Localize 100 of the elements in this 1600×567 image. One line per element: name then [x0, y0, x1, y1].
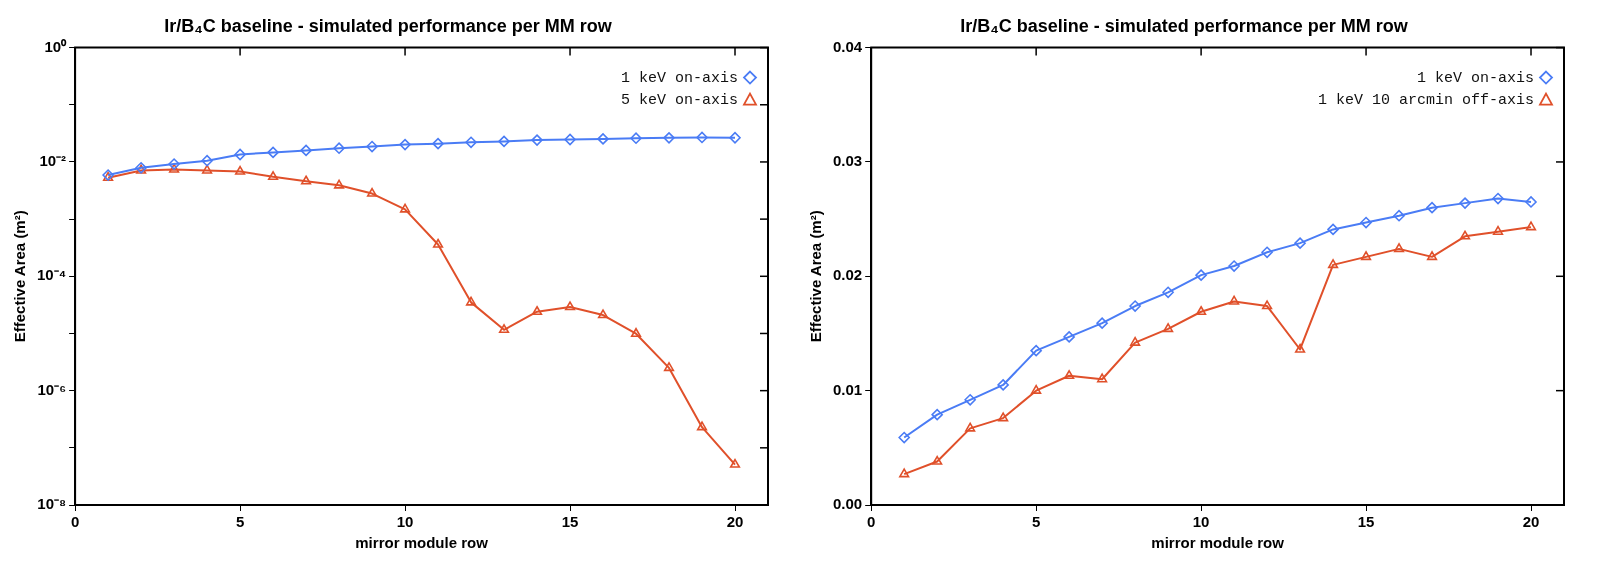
point [1129, 336, 1141, 346]
point [965, 422, 976, 432]
point [465, 136, 477, 149]
point [1393, 209, 1405, 222]
x-tick-label: 10 [396, 513, 414, 531]
point [1492, 192, 1504, 205]
legend-label: 5 keV on-axis [620, 91, 738, 109]
point [932, 455, 943, 465]
point [1129, 300, 1141, 312]
point [531, 305, 543, 316]
point [663, 362, 675, 372]
x-tick-label: 10 [1192, 513, 1210, 531]
y-tick-label: 10⁻² [39, 152, 67, 170]
y-tick-label: 0.03 [832, 152, 863, 170]
point [997, 379, 1009, 391]
point [729, 131, 741, 144]
point [1063, 331, 1075, 343]
point [498, 135, 510, 148]
point [300, 144, 312, 157]
point [333, 179, 345, 189]
y-tick-label: 10⁰ [44, 37, 68, 55]
point [366, 187, 378, 197]
x-tick-label: 20 [726, 513, 744, 531]
point [1525, 221, 1537, 231]
x-tick-label: 5 [235, 513, 245, 531]
point [168, 163, 180, 173]
point [898, 431, 910, 444]
point [1426, 251, 1438, 261]
x-axis-title: mirror module row [355, 534, 489, 552]
point [465, 296, 477, 306]
point [630, 132, 642, 145]
point [1327, 223, 1339, 236]
point [1360, 251, 1372, 261]
x-tick-label: 5 [1031, 513, 1041, 531]
point [564, 301, 576, 311]
point [1426, 201, 1438, 214]
point [432, 238, 444, 248]
x-tick-label: 20 [1522, 513, 1540, 531]
point [531, 134, 543, 146]
legend-label: 1 keV on-axis [620, 69, 738, 87]
point [1064, 369, 1075, 380]
x-tick-label: 0 [70, 513, 80, 531]
point [1195, 269, 1207, 281]
point [1031, 384, 1042, 394]
point [1459, 197, 1471, 209]
point [201, 164, 213, 174]
point [234, 148, 246, 161]
y-tick-label: 10⁻⁶ [37, 380, 67, 398]
point [300, 175, 312, 185]
point [1162, 286, 1174, 299]
point [1228, 295, 1240, 305]
y-tick-label: 10⁻⁸ [37, 495, 67, 513]
y-tick-label: 0.02 [832, 266, 863, 284]
point [168, 158, 180, 170]
point [333, 142, 345, 154]
point [1261, 300, 1273, 310]
point [1327, 259, 1339, 269]
point [1030, 344, 1042, 357]
chart-title: Ir/B₄C baseline - simulated performance per MM row [960, 15, 1409, 36]
point [1097, 373, 1108, 383]
x-tick-label: 0 [867, 513, 876, 531]
point [964, 394, 976, 406]
point [998, 412, 1009, 422]
y-tick-label: 0.01 [832, 380, 863, 398]
point [399, 203, 411, 213]
point [597, 309, 609, 319]
point [1360, 216, 1372, 229]
point [399, 138, 411, 151]
point [267, 171, 279, 181]
point [1294, 343, 1306, 353]
point [696, 421, 708, 431]
point [1492, 225, 1504, 235]
x-axis-title: mirror module row [1151, 534, 1285, 552]
point [597, 133, 609, 145]
point [267, 146, 279, 159]
y-axis-title: Effective Area (m²) [807, 210, 825, 343]
point [366, 140, 378, 153]
point [1228, 260, 1240, 272]
chart-title: Ir/B₄C baseline - simulated performance per MM row [164, 15, 613, 36]
legend-label: 1 keV 10 arcmin off-axis [1317, 91, 1534, 109]
y-tick-label: 0.00 [832, 495, 863, 513]
x-tick-label: 15 [561, 513, 579, 531]
point [1459, 230, 1471, 240]
point [564, 133, 576, 146]
point [630, 327, 642, 338]
point [663, 132, 675, 144]
point [1525, 196, 1537, 208]
y-tick-label: 10⁻⁴ [36, 266, 67, 284]
point [1393, 243, 1405, 253]
point [498, 323, 510, 334]
point [696, 131, 708, 144]
point [1096, 317, 1108, 329]
y-axis-title: Effective Area (m²) [11, 210, 29, 343]
point [899, 468, 910, 478]
point [432, 137, 444, 150]
legend-label: 1 keV on-axis [1416, 69, 1534, 87]
y-tick-label: 0.04 [832, 37, 863, 55]
x-tick-label: 15 [1357, 513, 1375, 531]
point [201, 154, 213, 167]
point [729, 458, 741, 468]
